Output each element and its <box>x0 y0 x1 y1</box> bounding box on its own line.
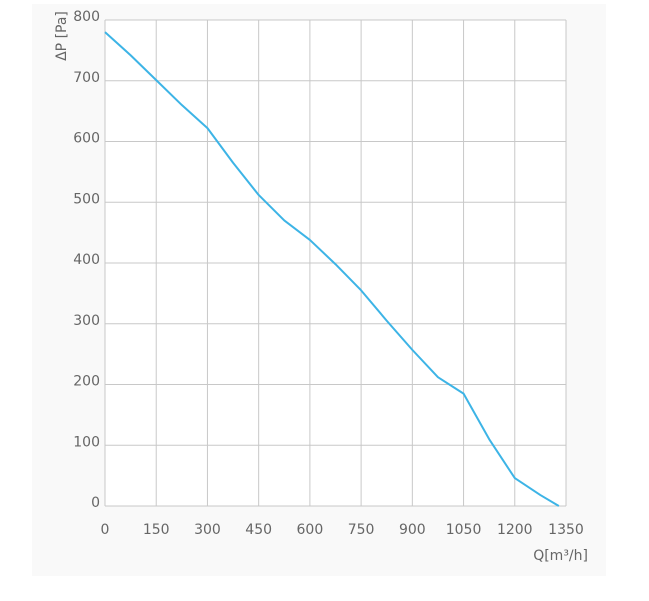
x-tick-label: 1200 <box>497 522 533 538</box>
x-tick-label: 300 <box>194 522 221 538</box>
x-tick-label: 750 <box>348 522 375 538</box>
y-tick-label: 0 <box>91 495 100 511</box>
y-tick-label: 400 <box>73 252 100 268</box>
y-tick-label: 700 <box>73 70 100 86</box>
x-tick-label: 1350 <box>548 522 584 538</box>
y-tick-label: 600 <box>73 131 100 147</box>
y-tick-label: 200 <box>73 374 100 390</box>
y-tick-label: 800 <box>73 9 100 25</box>
x-tick-label: 450 <box>245 522 272 538</box>
data-line <box>104 31 560 507</box>
y-tick-label: 100 <box>73 434 100 450</box>
x-tick-label: 1050 <box>446 522 482 538</box>
y-tick-label: 500 <box>73 191 100 207</box>
x-tick-label: 900 <box>399 522 426 538</box>
x-tick-label: 0 <box>101 522 110 538</box>
x-tick-label: 600 <box>297 522 324 538</box>
x-axis-label: Q[m³/h] <box>533 548 588 564</box>
y-axis-label: ΔP [Pa] <box>54 11 70 61</box>
y-tick-label: 300 <box>73 313 100 329</box>
x-tick-label: 150 <box>143 522 170 538</box>
